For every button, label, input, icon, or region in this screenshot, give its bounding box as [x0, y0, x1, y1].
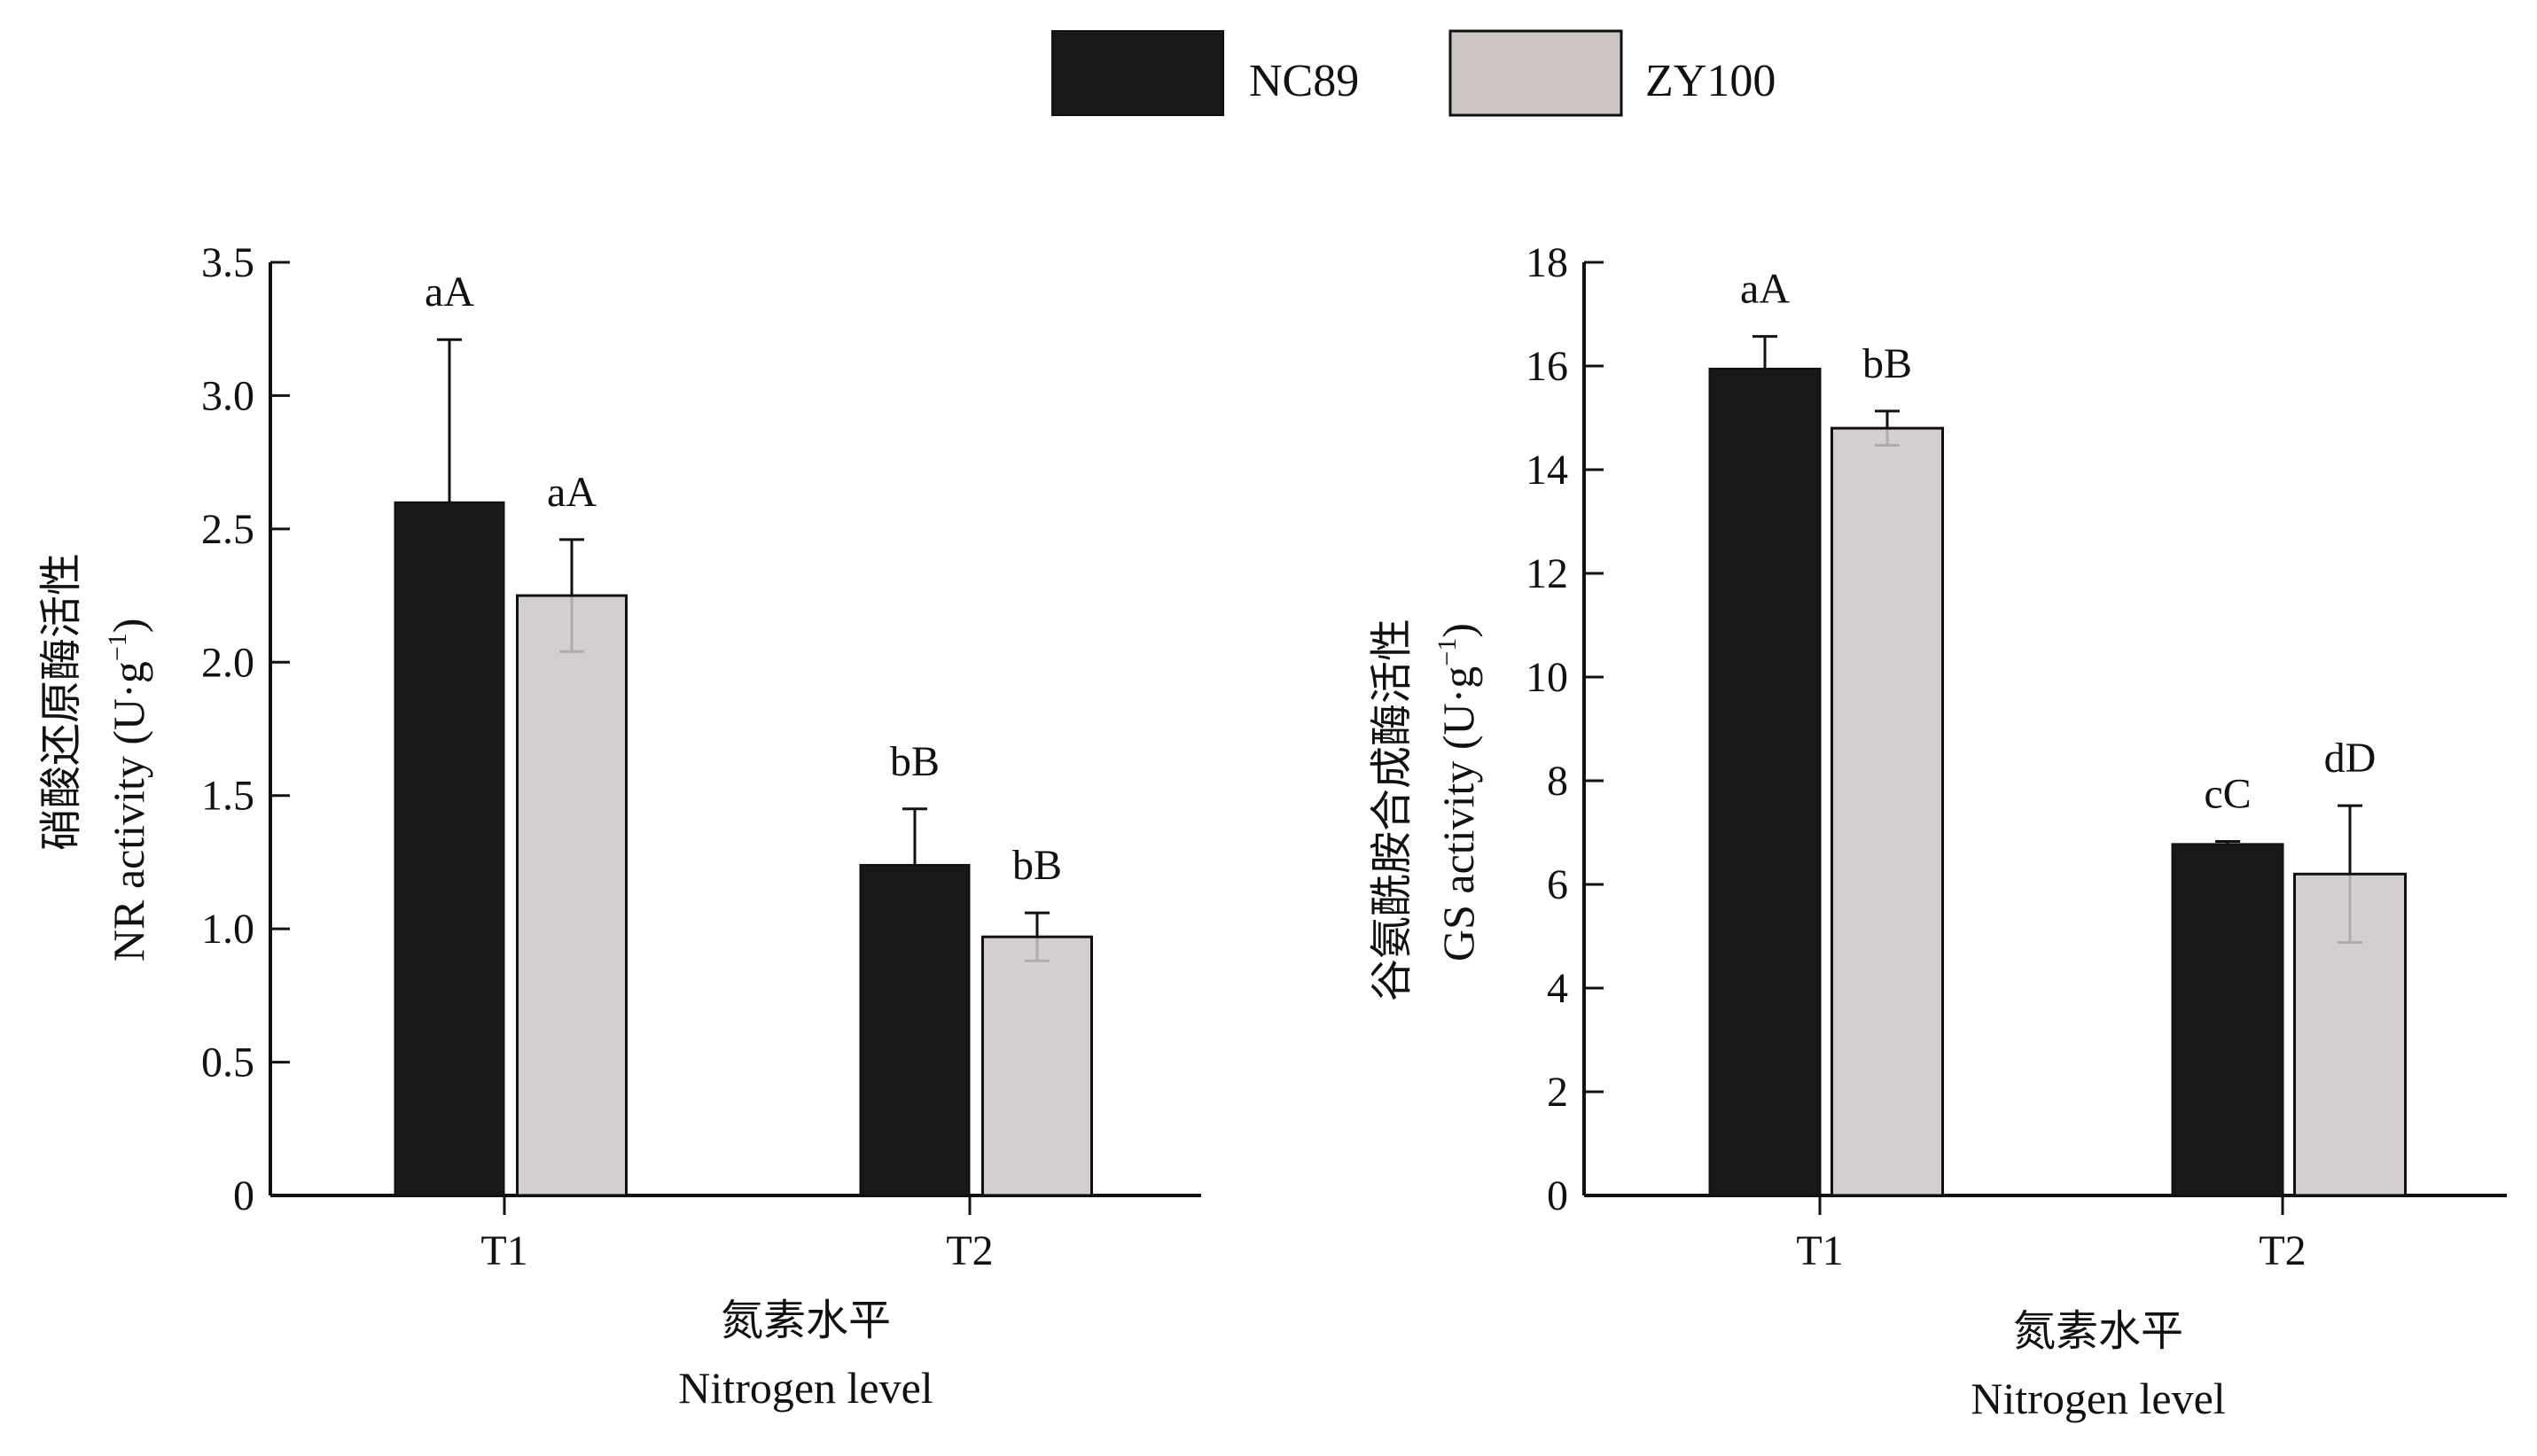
nr-x-axis-label-en: Nitrogen level	[678, 1363, 933, 1413]
gs-y-tick-label: 2	[1547, 1069, 1568, 1116]
gs-y-tick-label: 0	[1547, 1172, 1568, 1219]
gs-sig-label-nc89-t1: aA	[1740, 266, 1790, 313]
nr-sig-label-zy100-t2: bB	[1012, 842, 1062, 889]
gs-y-axis-label-unit-sup: −1	[1432, 638, 1462, 666]
legend-label-nc89: NC89	[1249, 56, 1359, 106]
nr-bar-zy100-t1	[516, 594, 628, 1197]
gs-y-axis-label-en: GS activity (U·g−1)	[1432, 623, 1483, 962]
nr-y-tick-label: 3.0	[201, 372, 254, 419]
nr-x-tick-label-t1: T1	[480, 1227, 527, 1274]
legend-swatch-zy100	[1448, 29, 1623, 117]
legend-swatch-nc89	[1051, 30, 1224, 116]
nr-y-axis-label-en-main: NR activity (U·g	[104, 661, 153, 962]
gs-y-tick-label: 12	[1526, 550, 1568, 597]
nr-x-axis-label-cn: 氮素水平	[721, 1297, 891, 1344]
legend-label-zy100: ZY100	[1645, 56, 1776, 106]
nr-activity-chart: 硝酸还原酶活性 NR activity (U·g−1) 氮素水平 Nitroge…	[38, 239, 1201, 1413]
gs-y-axis-label-en-main: GS activity (U·g	[1433, 666, 1483, 962]
gs-y-tick-label: 16	[1526, 343, 1568, 390]
gs-bar-nc89-t2	[2171, 843, 2284, 1196]
nr-y-tick-label: 2.5	[201, 506, 254, 553]
legend: NC89 ZY100	[1051, 29, 1776, 117]
gs-x-axis-label-en: Nitrogen level	[1971, 1374, 2225, 1423]
gs-bar-zy100-t2	[2293, 872, 2407, 1197]
nr-sig-label-nc89-t2: bB	[890, 738, 940, 785]
gs-y-axis-label-en-close: )	[1433, 623, 1483, 638]
gs-sig-label-nc89-t2: cC	[2204, 770, 2251, 817]
gs-y-axis-label: 谷氨酰胺合成酶活性 GS activity (U·g−1)	[1369, 619, 1483, 1001]
nr-bar-zy100-t2	[981, 935, 1093, 1197]
nr-y-axis-label-en-close: )	[104, 619, 153, 634]
gs-y-tick-label: 4	[1547, 965, 1568, 1012]
nr-y-axis-label: 硝酸还原酶活性 NR activity (U·g−1)	[38, 553, 153, 962]
gs-sig-label-zy100-t1: bB	[1862, 340, 1912, 387]
gs-y-tick-label: 14	[1526, 447, 1568, 494]
nr-y-tick-label: 2.0	[201, 639, 254, 686]
nr-y-tick-label: 1.0	[201, 906, 254, 953]
nr-y-tick-label: 0.5	[201, 1039, 254, 1086]
gs-y-tick-label: 18	[1526, 239, 1568, 286]
gs-bar-nc89-t1	[1708, 367, 1822, 1196]
gs-y-axis-label-cn: 谷氨酰胺合成酶活性	[1369, 619, 1416, 1001]
gs-bar-zy100-t1	[1831, 426, 1944, 1197]
gs-sig-label-zy100-t2: dD	[2324, 735, 2377, 782]
gs-y-tick-label: 10	[1526, 654, 1568, 701]
nr-y-tick-label: 3.5	[201, 239, 254, 286]
gs-x-tick-label-t1: T1	[1796, 1227, 1843, 1274]
gs-y-tick-label: 8	[1547, 758, 1568, 805]
nr-bar-nc89-t1	[394, 501, 505, 1196]
nr-y-axis-label-unit-sup: −1	[103, 633, 132, 661]
nr-bar-nc89-t2	[859, 863, 971, 1196]
gs-x-tick-label-t2: T2	[2259, 1227, 2306, 1274]
nr-y-tick-label: 0	[233, 1172, 254, 1219]
gs-x-axis-label-cn: 氮素水平	[2013, 1308, 2183, 1355]
nr-x-tick-label-t2: T2	[946, 1227, 993, 1274]
nr-y-axis-label-en: NR activity (U·g−1)	[103, 619, 153, 962]
gs-activity-chart: 谷氨酰胺合成酶活性 GS activity (U·g−1) 氮素水平 Nitro…	[1369, 239, 2507, 1423]
nr-sig-label-zy100-t1: aA	[547, 469, 597, 516]
nr-y-tick-label: 1.5	[201, 773, 254, 820]
nr-sig-label-nc89-t1: aA	[425, 269, 474, 315]
gs-y-tick-label: 6	[1547, 861, 1568, 908]
nr-y-axis-label-cn: 硝酸还原酶活性	[38, 553, 85, 851]
